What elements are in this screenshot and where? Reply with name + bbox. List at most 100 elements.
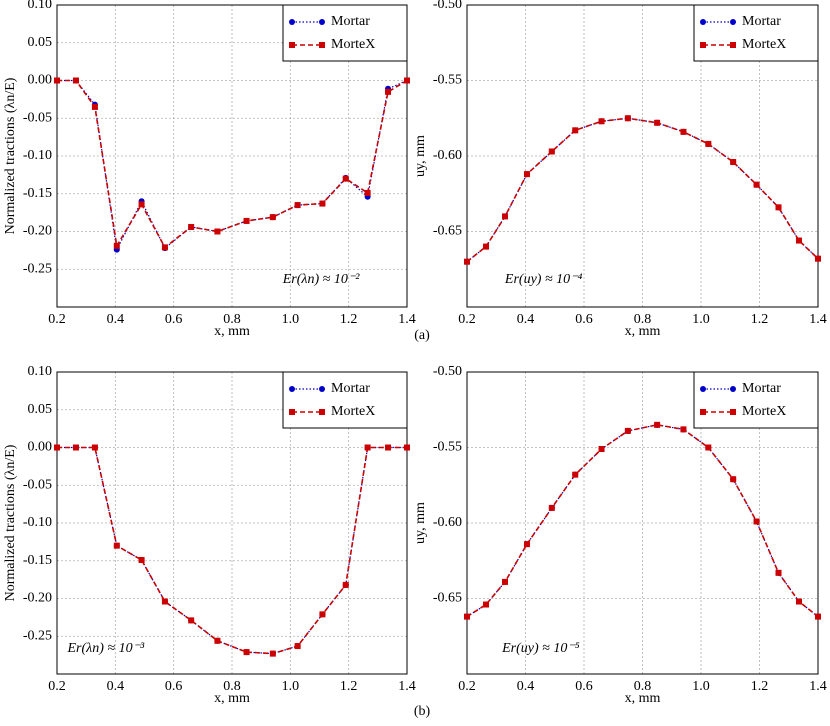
x-tick-label: 1.4 (809, 312, 827, 327)
axes-frame (56, 4, 408, 308)
y-axis-label: Normalized tractions (λn/E) (3, 77, 18, 234)
marker (523, 541, 530, 548)
marker (269, 650, 276, 657)
marker (138, 201, 145, 208)
legend-marker (700, 19, 706, 25)
series-line (466, 117, 819, 263)
y-tick-label: -0.60 (433, 515, 462, 530)
legend-marker (319, 409, 325, 415)
y-tick-label: 0.10 (28, 364, 53, 379)
legend-marker (289, 19, 295, 25)
legend-marker (700, 42, 706, 48)
x-tick-label: 1.0 (282, 679, 300, 694)
y-tick-label: -0.60 (433, 148, 462, 163)
marker (815, 613, 821, 620)
marker (598, 446, 605, 453)
marker (161, 598, 168, 605)
marker (269, 214, 276, 221)
x-axis-label: x, mm (625, 691, 661, 706)
y-axis-label: Normalized tractions (λn/E) (3, 444, 18, 601)
x-tick-label: 0.2 (458, 312, 476, 327)
marker (680, 426, 687, 433)
y-tick-label: -0.55 (433, 73, 462, 88)
marker (243, 649, 250, 656)
annotation: Er(λn) ≈ 10⁻³ (67, 641, 145, 656)
marker (113, 242, 120, 249)
x-tick-label: 1.4 (398, 312, 416, 327)
panel-label: (a) (414, 328, 430, 343)
legend-marker (730, 386, 736, 392)
legend-marker (319, 386, 325, 392)
x-axis-label: x, mm (625, 324, 661, 339)
marker (243, 217, 250, 224)
series-line (57, 446, 407, 655)
marker (161, 244, 168, 251)
x-tick-label: 0.8 (634, 312, 652, 327)
marker (214, 228, 221, 235)
marker (572, 471, 579, 478)
x-axis-label: x, mm (214, 324, 250, 339)
legend-marker (700, 409, 706, 415)
marker (54, 444, 60, 451)
legend-box (693, 371, 819, 429)
marker (572, 127, 579, 134)
marker (54, 77, 60, 84)
x-tick-label: 1.0 (282, 312, 300, 327)
marker (214, 637, 221, 644)
x-tick-label: 0.2 (458, 679, 476, 694)
marker (730, 159, 737, 166)
annotation: Er(uy) ≈ 10⁻⁵ (501, 641, 580, 656)
x-tick-label: 0.8 (223, 679, 241, 694)
marker (188, 223, 195, 230)
axes-frame (466, 4, 819, 308)
y-tick-label: -0.10 (23, 515, 52, 530)
marker (294, 202, 301, 209)
x-tick-label: 0.4 (517, 312, 535, 327)
marker (598, 118, 605, 125)
legend-marker (319, 42, 325, 48)
x-tick-label: 0.8 (634, 679, 652, 694)
y-axis-label: uy, mm (413, 502, 428, 544)
marker (364, 189, 371, 196)
annotation: Er(λn) ≈ 10⁻² (282, 272, 360, 287)
x-tick-label: 1.0 (692, 679, 710, 694)
marker (705, 140, 712, 147)
y-tick-label: -0.25 (23, 628, 52, 643)
legend-marker (730, 409, 736, 415)
legend-label: Mortar (331, 381, 370, 396)
x-tick-label: 1.2 (340, 312, 358, 327)
x-axis-label: x, mm (214, 691, 250, 706)
legend-label: MorteX (742, 404, 786, 419)
y-tick-label: 0.05 (28, 402, 53, 417)
marker (72, 444, 79, 451)
legend-label: MorteX (742, 37, 786, 52)
y-tick-label: 0.00 (28, 440, 53, 455)
legend-marker (730, 19, 736, 25)
marker (502, 578, 509, 585)
marker (775, 204, 782, 211)
marker (624, 115, 631, 122)
marker (705, 444, 712, 451)
x-tick-label: 0.4 (517, 679, 535, 694)
y-tick-label: 0.10 (28, 0, 53, 12)
legend-marker (289, 42, 295, 48)
marker (138, 556, 145, 563)
marker (188, 617, 195, 624)
marker (654, 421, 661, 428)
legend-box (282, 371, 408, 429)
x-tick-label: 0.6 (575, 679, 593, 694)
marker (342, 581, 349, 588)
x-tick-label: 0.2 (48, 679, 66, 694)
marker (654, 119, 661, 126)
y-tick-label: -0.65 (433, 591, 462, 606)
marker (815, 255, 821, 262)
x-tick-label: 0.6 (575, 312, 593, 327)
legend-label: MorteX (331, 404, 375, 419)
legend-label: Mortar (331, 14, 370, 29)
legend-marker (700, 386, 706, 392)
y-tick-label: -0.20 (23, 224, 52, 239)
marker (342, 175, 349, 182)
marker (364, 444, 371, 451)
y-tick-label: -0.25 (23, 261, 52, 276)
